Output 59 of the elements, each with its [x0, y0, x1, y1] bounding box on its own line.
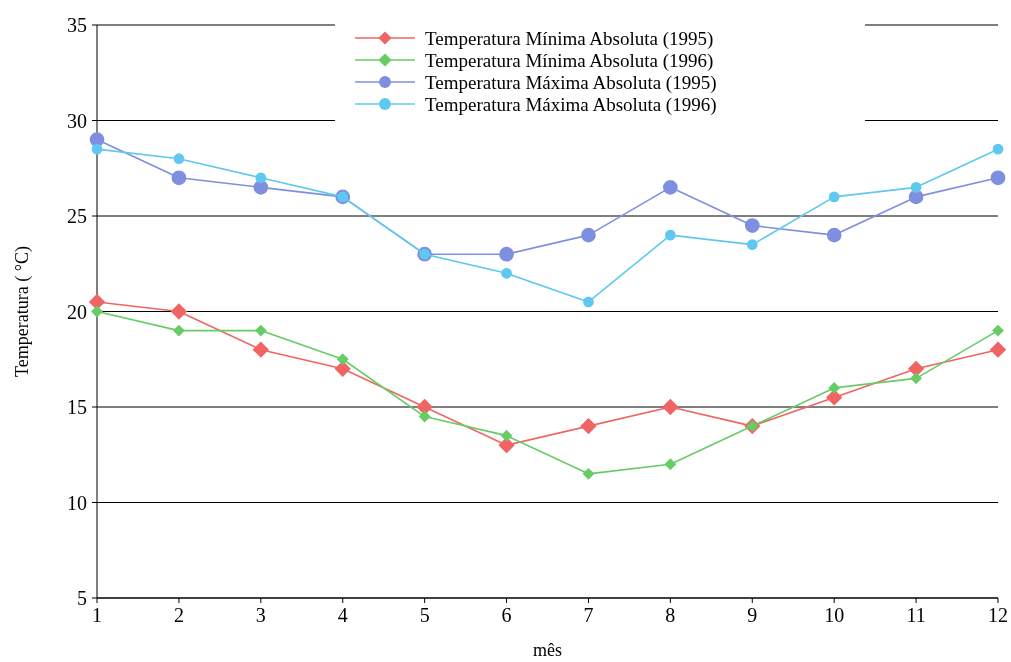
point [500, 429, 513, 442]
point [828, 381, 841, 394]
x-tick-label: 9 [747, 604, 758, 626]
point [664, 458, 677, 471]
y-tick-label: 15 [67, 396, 87, 418]
y-tick-label: 5 [77, 587, 87, 609]
point [744, 218, 760, 233]
x-tick-label: 8 [665, 604, 676, 626]
x-tick-label: 2 [173, 604, 184, 626]
point [172, 324, 185, 337]
point [990, 170, 1006, 186]
legend-label: Temperatura Mínima Absoluta (1996) [425, 49, 714, 72]
point [826, 227, 842, 243]
point [336, 353, 349, 366]
point [910, 372, 923, 385]
x-tick-label: 3 [255, 604, 266, 626]
point [582, 467, 595, 480]
point [580, 417, 597, 435]
point [418, 410, 431, 423]
legend-label: Temperatura Máxima Absoluta (1995) [425, 71, 717, 94]
point [663, 180, 678, 195]
point [171, 170, 187, 186]
point [254, 324, 267, 337]
point [662, 398, 679, 416]
point [989, 341, 1007, 358]
legend-label: Temperatura Mínima Absoluta (1995) [425, 27, 714, 50]
x-axis-title: mês [533, 640, 562, 660]
point [252, 341, 269, 358]
point [170, 303, 188, 320]
point [746, 239, 758, 250]
x-tick-label: 4 [337, 604, 348, 626]
point [91, 143, 103, 155]
y-tick-label: 25 [67, 205, 87, 227]
legend-label: Temperatura Máxima Absoluta (1996) [425, 93, 717, 116]
point [828, 191, 840, 203]
point [665, 229, 676, 241]
point [499, 246, 514, 262]
y-tick-label: 10 [67, 491, 87, 514]
y-tick-label: 20 [67, 300, 87, 323]
x-tick-label: 5 [419, 604, 430, 626]
point [91, 305, 103, 318]
y-tick-label: 30 [67, 109, 87, 132]
point [992, 324, 1004, 337]
point [173, 153, 185, 165]
point [910, 182, 922, 193]
x-tick-label: 6 [501, 604, 512, 626]
x-tick-label: 7 [583, 604, 594, 626]
point [907, 360, 925, 377]
point [255, 172, 267, 184]
y-axis-title: Temperatura ( °C) [12, 246, 33, 377]
x-tick-label: 12 [988, 604, 1008, 626]
point [583, 296, 594, 308]
point [581, 227, 596, 243]
x-tick-label: 1 [92, 604, 102, 626]
y-tick-label: 35 [67, 14, 87, 36]
point [992, 143, 1004, 155]
x-tick-label: 10 [824, 604, 845, 626]
x-tick-label: 11 [906, 604, 926, 626]
point [501, 267, 512, 279]
